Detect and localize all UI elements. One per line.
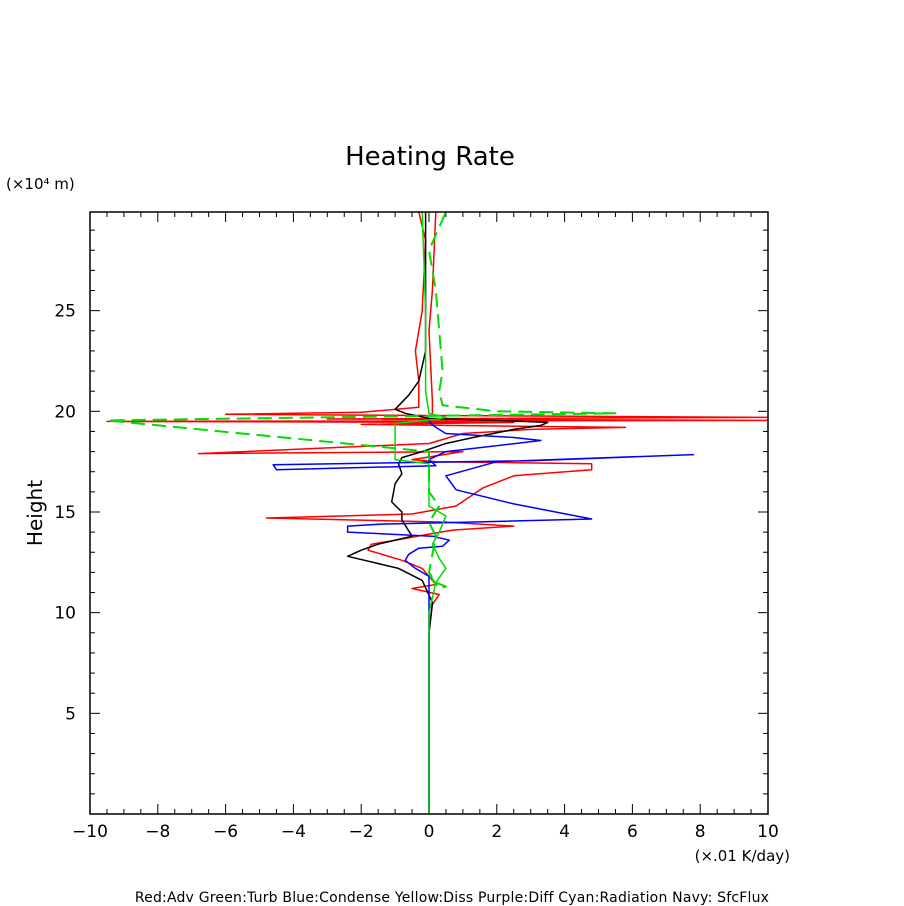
series-line-2 [346, 212, 549, 814]
x-tick-label: 0 [424, 822, 435, 842]
x-tick-label: 6 [627, 822, 638, 842]
x-tick-label: 8 [695, 822, 706, 842]
series-lines [106, 212, 768, 814]
series-line-3 [272, 420, 695, 814]
legend-text: Red:Adv Green:Turb Blue:Condense Yellow:… [134, 890, 770, 906]
x-tick-label: −6 [213, 822, 238, 842]
tick-labels: −10 −8 −6 −4 −2 0 2 4 6 8 10 5 10 15 20 25 [54, 302, 778, 842]
tick-marks [89, 212, 769, 814]
x-tick-label: −4 [281, 822, 306, 842]
chart-title: Heating Rate [345, 142, 515, 172]
x-unit-label: (×.01 K/day) [695, 847, 790, 865]
y-unit-label: (×10⁴ m) [6, 175, 75, 193]
x-tick-label: −8 [145, 822, 170, 842]
y-tick-label: 15 [54, 503, 76, 523]
series-line-1 [428, 212, 437, 416]
x-tick-label: −2 [349, 822, 374, 842]
y-tick-label: 25 [54, 302, 76, 322]
series-line-4 [394, 212, 447, 814]
x-tick-label: −10 [72, 822, 108, 842]
x-tick-label: 4 [559, 822, 570, 842]
plot-frame [89, 211, 769, 815]
y-axis-label: Height [23, 480, 47, 546]
x-tick-label: 10 [757, 822, 779, 842]
series-line-5 [106, 212, 617, 590]
x-tick-label: 2 [491, 822, 502, 842]
y-tick-label: 5 [65, 704, 76, 724]
y-tick-label: 10 [54, 604, 76, 624]
y-tick-label: 20 [54, 402, 76, 422]
